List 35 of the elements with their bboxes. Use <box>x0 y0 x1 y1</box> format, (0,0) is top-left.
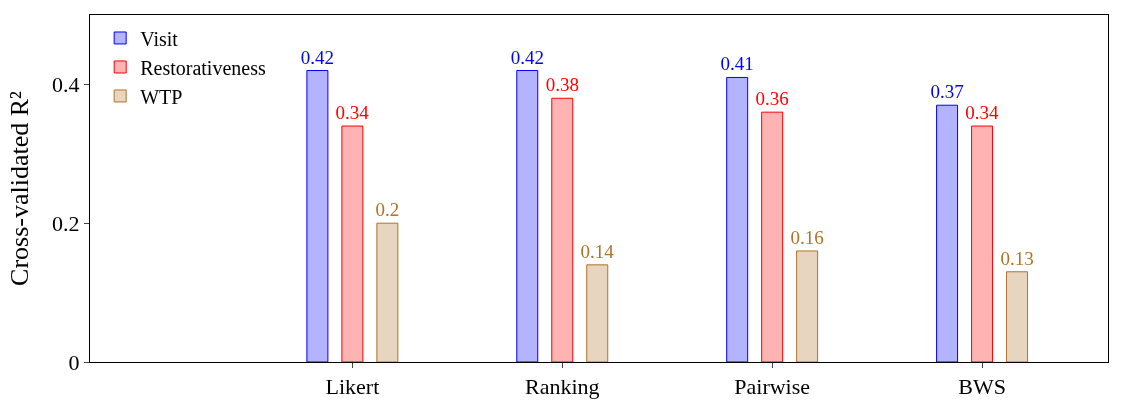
data-label: 0.36 <box>755 88 789 110</box>
data-label: 0.41 <box>720 53 754 75</box>
y-tick-label: 0.4 <box>52 72 80 98</box>
data-label: 0.42 <box>300 46 335 68</box>
legend-label: WTP <box>140 85 183 108</box>
bar <box>796 250 819 362</box>
bar <box>1006 271 1029 362</box>
data-label: 0.37 <box>930 81 964 103</box>
y-tick-label: 0 <box>68 349 80 375</box>
x-tick-label: BWS <box>958 374 1006 400</box>
bar <box>516 70 539 362</box>
bar <box>341 125 364 362</box>
bar <box>551 97 574 362</box>
x-tick-label: Ranking <box>524 374 600 400</box>
x-tick-label: Pairwise <box>734 374 811 400</box>
bar <box>936 104 959 362</box>
y-tick-label: 0.2 <box>52 210 80 236</box>
y-axis-title: Cross-validated R² <box>5 90 35 286</box>
data-label: 0.14 <box>580 240 615 262</box>
data-label: 0.16 <box>790 226 824 248</box>
data-label: 0.34 <box>965 102 999 124</box>
bar <box>586 264 609 362</box>
data-label: 0.34 <box>335 102 370 124</box>
bar <box>376 222 399 362</box>
legend-label: Restorativeness <box>140 56 266 79</box>
data-label: 0.2 <box>375 199 400 221</box>
bar <box>306 70 329 362</box>
x-tick-label: Likert <box>325 374 380 400</box>
bar <box>726 76 749 362</box>
bar <box>971 125 994 362</box>
legend-label: Visit <box>140 27 179 50</box>
data-label: 0.42 <box>510 46 544 68</box>
bar <box>761 111 784 362</box>
data-label: 0.13 <box>1000 247 1034 269</box>
data-label: 0.38 <box>545 74 579 96</box>
